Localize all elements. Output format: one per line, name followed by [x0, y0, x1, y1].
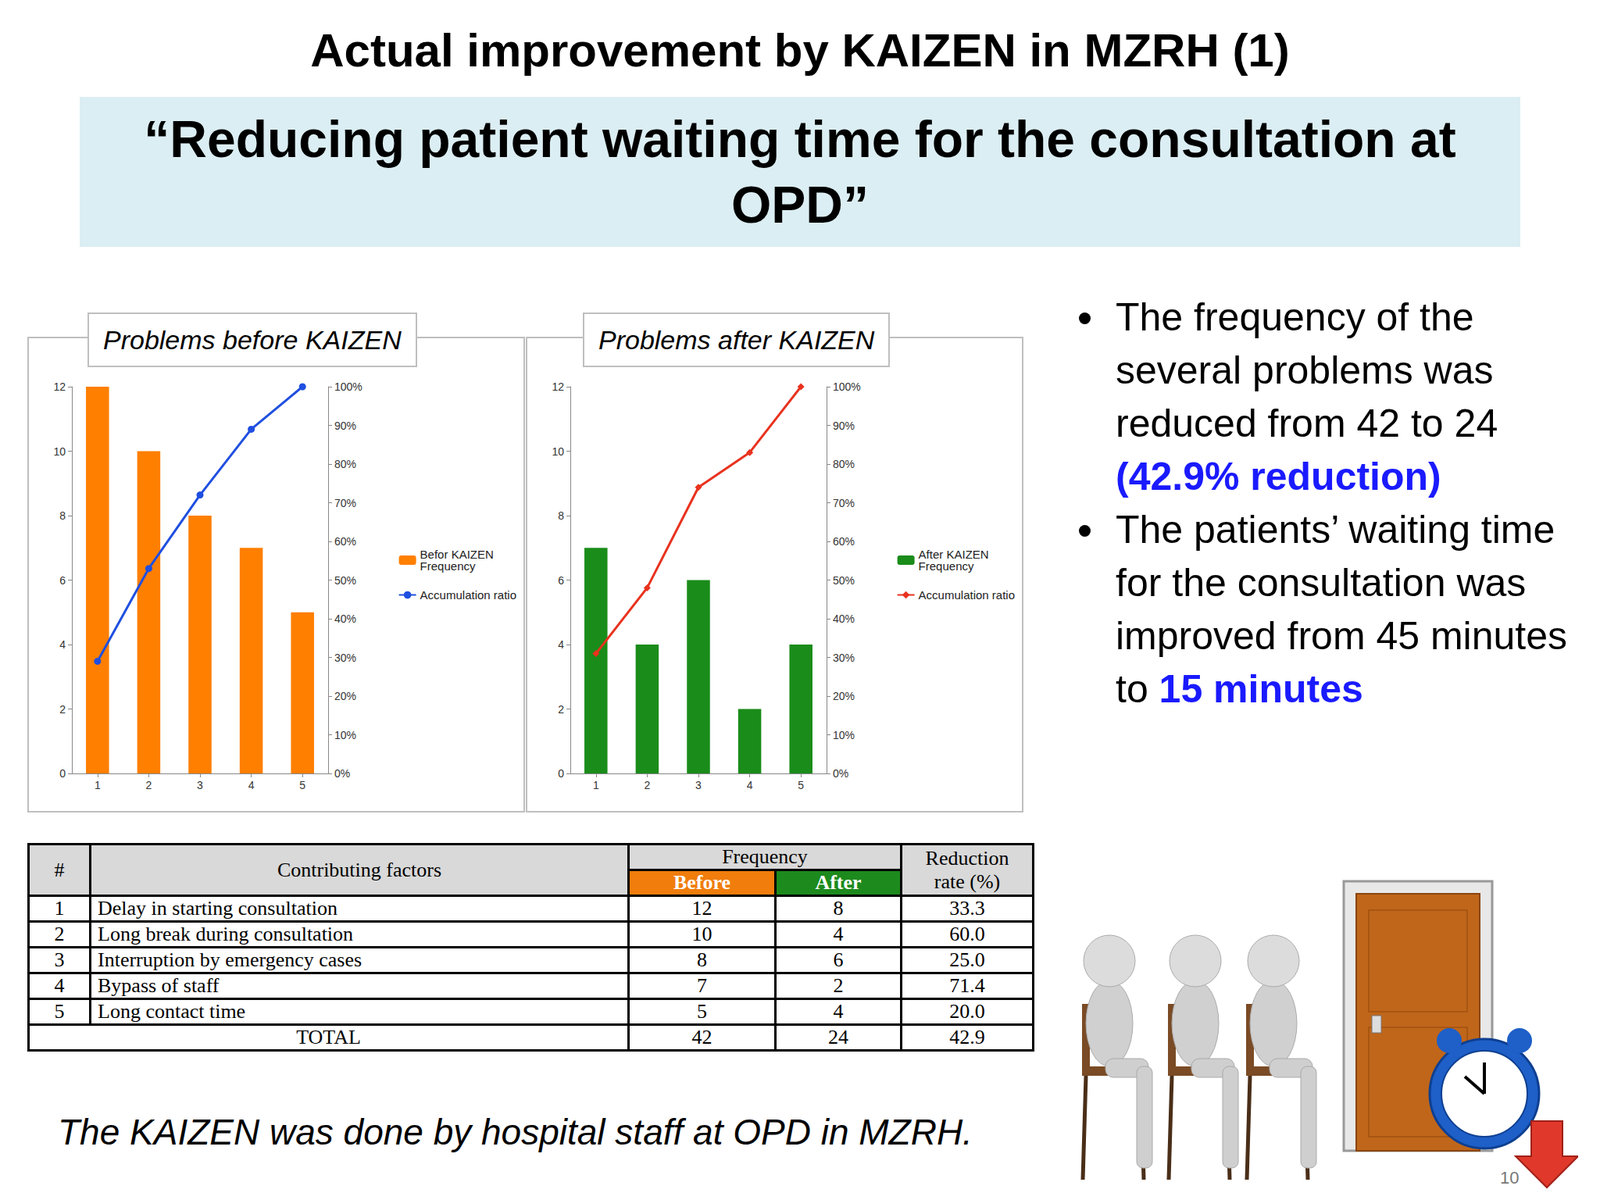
svg-text:70%: 70% — [832, 496, 855, 510]
html-text:12: 12 — [691, 896, 713, 920]
svg-text:10: 10 — [1500, 1167, 1519, 1188]
html-text:Long break during consultation: Long break during consultation — [97, 922, 354, 946]
svg-text:80%: 80% — [334, 457, 357, 471]
svg-text:90%: 90% — [832, 419, 855, 433]
html-text:8: 8 — [833, 896, 844, 920]
svg-text:6: 6 — [557, 574, 565, 587]
svg-text:3: 3 — [695, 778, 702, 792]
html-text:2: 2 — [833, 974, 844, 997]
html-text:After: After — [815, 871, 862, 894]
svg-text:10: 10 — [53, 445, 66, 458]
svg-text:30%: 30% — [832, 651, 855, 665]
svg-text:2: 2 — [146, 778, 153, 792]
html-text:4: 4 — [833, 922, 844, 946]
svg-text:4: 4 — [746, 778, 754, 792]
html-text:Contributing factors: Contributing factors — [277, 858, 442, 881]
html-text:33.3: 33.3 — [949, 896, 985, 920]
svg-text:40%: 40% — [832, 612, 855, 625]
svg-text:Frequency: Frequency — [918, 559, 975, 573]
svg-text:90%: 90% — [334, 419, 357, 433]
html-text:Long contact time: Long contact time — [97, 1000, 246, 1023]
html-text:The frequency of the several p: The frequency of the several problems wa… — [1115, 295, 1498, 446]
html-text:8: 8 — [696, 948, 708, 972]
svg-text:0: 0 — [557, 767, 565, 780]
svg-text:80%: 80% — [832, 457, 855, 471]
svg-text:2: 2 — [59, 703, 66, 716]
svg-text:10: 10 — [551, 445, 565, 458]
svg-text:4: 4 — [557, 638, 565, 651]
svg-text:10%: 10% — [334, 728, 357, 742]
html-text:“Reducing patient waiting time: “Reducing patient waiting time for the c… — [143, 110, 1457, 234]
svg-text:30%: 30% — [334, 651, 357, 665]
svg-text:Accumulation ratio: Accumulation ratio — [918, 588, 1015, 602]
svg-text:50%: 50% — [832, 574, 855, 587]
svg-text:5: 5 — [299, 778, 306, 792]
html-text:Frequency: Frequency — [721, 845, 808, 868]
html-text:2: 2 — [54, 922, 65, 946]
html-text:60.0: 60.0 — [949, 922, 985, 946]
html-text:5: 5 — [54, 1000, 65, 1023]
svg-text:1: 1 — [94, 778, 101, 792]
html-text:4: 4 — [833, 1000, 844, 1023]
html-text:Problems before KAIZEN: Problems before KAIZEN — [103, 325, 402, 355]
svg-text:50%: 50% — [334, 574, 357, 587]
svg-text:0%: 0% — [334, 767, 350, 780]
html-text:Delay in starting consultation: Delay in starting consultation — [97, 896, 338, 920]
svg-text:60%: 60% — [334, 535, 357, 548]
html-text:20.0: 20.0 — [949, 1000, 985, 1023]
svg-text:10%: 10% — [832, 728, 855, 742]
svg-text:20%: 20% — [334, 689, 357, 703]
svg-text:After KAIZEN: After KAIZEN — [918, 547, 993, 561]
svg-text:8: 8 — [557, 509, 565, 522]
html-text:3: 3 — [54, 948, 65, 972]
html-text:10: 10 — [691, 922, 713, 946]
html-text:6: 6 — [833, 948, 844, 972]
html-text:Reduction rate (%): Reduction rate (%) — [925, 846, 1009, 893]
svg-text:3: 3 — [196, 778, 204, 792]
html-text:The KAIZEN was done by hospita: The KAIZEN was done by hospital staff at… — [57, 1111, 973, 1153]
html-text:Before: Before — [673, 871, 731, 894]
svg-text:5: 5 — [797, 778, 804, 792]
html-text:24: 24 — [828, 1025, 849, 1049]
html-text:(42.9% reduction): (42.9% reduction) — [1115, 454, 1442, 499]
svg-text:Accumulation ratio: Accumulation ratio — [420, 588, 517, 602]
svg-text:60%: 60% — [832, 535, 855, 548]
svg-text:Befor KAIZEN: Befor KAIZEN — [420, 547, 497, 561]
svg-text:40%: 40% — [334, 612, 357, 625]
html-text:4: 4 — [54, 974, 65, 997]
html-text:The patients’ waiting time for: The patients’ waiting time for the consu… — [1115, 507, 1568, 711]
svg-text:4: 4 — [59, 638, 66, 651]
svg-text:2: 2 — [644, 778, 651, 792]
svg-text:8: 8 — [59, 509, 66, 522]
html-text:Interruption by emergency case: Interruption by emergency cases — [97, 948, 362, 972]
svg-text:0: 0 — [59, 767, 66, 780]
html-text:5: 5 — [696, 1000, 708, 1023]
html-text:Bypass of staff: Bypass of staff — [97, 974, 220, 997]
html-text:42: 42 — [691, 1025, 713, 1049]
svg-text:12: 12 — [53, 380, 66, 393]
svg-text:6: 6 — [59, 574, 66, 587]
svg-text:100%: 100% — [334, 380, 363, 393]
html-text:Actual improvement by KAIZEN i: Actual improvement by KAIZEN in MZRH (1) — [310, 24, 1290, 77]
svg-text:20%: 20% — [832, 689, 855, 703]
html-text:Problems after KAIZEN: Problems after KAIZEN — [598, 325, 875, 355]
svg-text:12: 12 — [551, 380, 565, 393]
html-text:25.0: 25.0 — [949, 948, 985, 972]
html-text:42.9: 42.9 — [949, 1025, 985, 1049]
svg-text:100%: 100% — [832, 380, 861, 393]
svg-text:Frequency: Frequency — [420, 559, 476, 573]
svg-text:0%: 0% — [832, 767, 849, 780]
svg-text:1: 1 — [592, 778, 600, 792]
html-text:71.4: 71.4 — [949, 974, 985, 997]
html-text:1: 1 — [54, 896, 65, 920]
svg-text:70%: 70% — [334, 496, 357, 510]
html-text:TOTAL: TOTAL — [296, 1025, 361, 1049]
html-text:7: 7 — [696, 974, 708, 997]
svg-text:2: 2 — [557, 703, 565, 716]
svg-text:4: 4 — [248, 778, 255, 792]
